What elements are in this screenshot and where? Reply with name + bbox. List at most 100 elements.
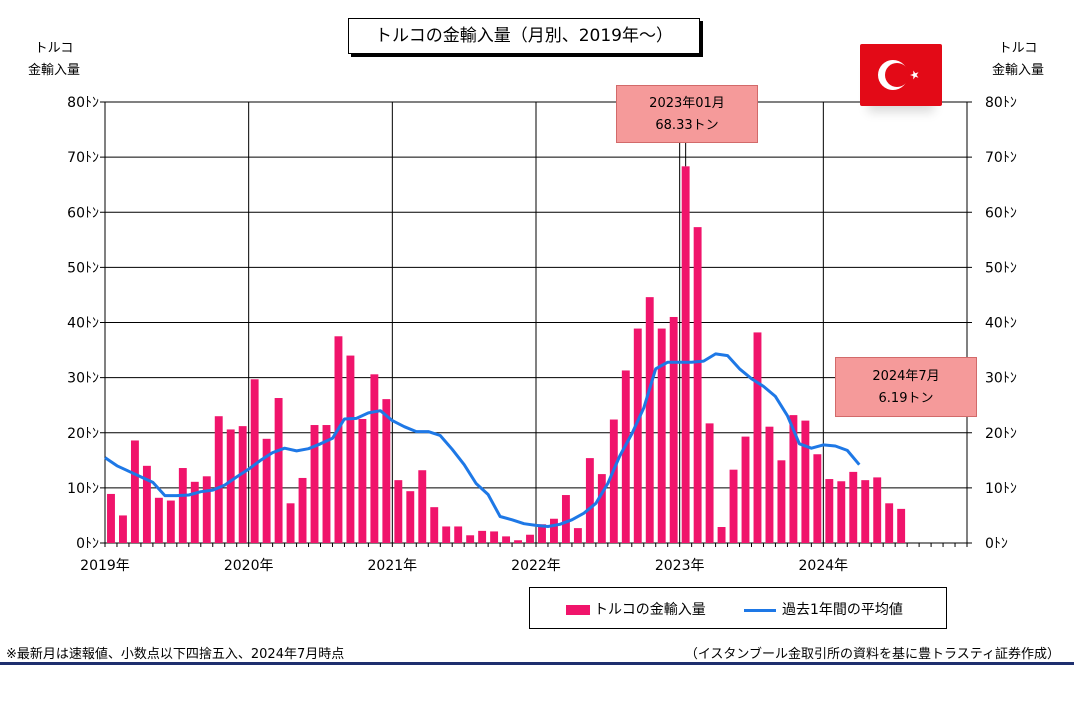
bar — [741, 436, 750, 543]
y-tick-label-right: 40ﾄﾝ — [985, 316, 1017, 332]
bar — [298, 477, 307, 543]
bar — [202, 476, 211, 543]
y-tick-label-right: 10ﾄﾝ — [985, 481, 1017, 497]
bar — [382, 399, 391, 543]
bar — [166, 500, 175, 543]
bar — [442, 526, 451, 543]
peak-callout: 2023年01月 68.33トン — [616, 85, 758, 143]
bar — [274, 398, 283, 543]
left-axis-label-line1: トルコ — [34, 41, 74, 56]
x-tick-label: 2023年 — [655, 558, 705, 574]
bar — [753, 332, 762, 543]
bar — [717, 527, 726, 543]
latest-callout-date: 2024年7月 — [872, 369, 940, 384]
y-tick-label-right: 50ﾄﾝ — [985, 260, 1017, 276]
average-line — [104, 352, 861, 528]
bar — [837, 481, 846, 543]
bottom-rule — [0, 662, 1074, 665]
bar — [190, 481, 199, 543]
y-tick-label-right: 30ﾄﾝ — [985, 371, 1017, 387]
bar — [885, 503, 894, 543]
bar — [310, 425, 319, 543]
y-tick-label-left: 50ﾄﾝ — [67, 260, 99, 276]
right-axis-label-line2: 金輸入量 — [991, 63, 1044, 78]
y-tick-label-right: 70ﾄﾝ — [985, 150, 1017, 166]
bar — [538, 524, 546, 543]
x-tick-label: 2020年 — [224, 558, 274, 574]
y-tick-label-left: 60ﾄﾝ — [67, 205, 99, 221]
bar — [250, 379, 259, 543]
right-axis-label: トルコ 金輸入量 — [986, 38, 1050, 82]
legend-bar-swatch — [566, 605, 590, 615]
bar — [430, 507, 439, 543]
bar — [502, 536, 511, 543]
right-axis-label-line1: トルコ — [998, 41, 1038, 56]
footnote-left: ※最新月は速報値、小数点以下四捨五入、2024年7月時点 — [6, 647, 345, 662]
bar — [226, 429, 235, 543]
latest-callout: 2024年7月 6.19トン — [835, 357, 977, 417]
y-tick-label-right: 80ﾄﾝ — [985, 95, 1017, 111]
y-tick-label-left: 30ﾄﾝ — [67, 371, 99, 387]
bar — [130, 440, 139, 543]
bar — [729, 469, 738, 543]
latest-callout-value: 6.19トン — [878, 391, 934, 406]
turkey-flag-icon — [860, 44, 942, 106]
bar — [526, 534, 534, 543]
y-tick-label-left: 70ﾄﾝ — [67, 150, 99, 166]
bar — [406, 491, 415, 543]
x-tick-label: 2021年 — [368, 558, 418, 574]
bar — [861, 480, 870, 543]
bar — [801, 420, 810, 543]
bar — [370, 374, 379, 543]
bar — [609, 419, 618, 543]
bar — [346, 355, 355, 543]
bar — [286, 503, 295, 543]
bar — [645, 297, 654, 543]
bar — [813, 454, 822, 543]
bar — [262, 438, 271, 543]
legend-bars-label: トルコの金輸入量 — [594, 602, 706, 618]
y-tick-label-left: 10ﾄﾝ — [67, 481, 99, 497]
bar — [573, 528, 582, 543]
x-tick-label: 2024年 — [799, 558, 849, 574]
bar — [789, 415, 798, 543]
bar — [777, 460, 786, 543]
bar — [214, 416, 223, 543]
bar — [561, 495, 570, 543]
x-tick-label: 2022年 — [511, 558, 561, 574]
bar — [394, 480, 403, 543]
y-tick-label-right: 60ﾄﾝ — [985, 205, 1017, 221]
legend-item-bars: トルコの金輸入量 — [566, 599, 706, 619]
bar — [466, 535, 475, 543]
bar — [657, 328, 666, 543]
x-tick-label: 2019年 — [80, 558, 130, 574]
bar — [119, 515, 127, 543]
bar — [238, 426, 247, 543]
y-tick-label-left: 0ﾄﾝ — [76, 536, 99, 552]
bar — [550, 518, 558, 543]
bar — [322, 425, 331, 543]
y-tick-label-left: 40ﾄﾝ — [67, 316, 99, 332]
bar — [418, 470, 427, 543]
legend-line-swatch — [744, 608, 776, 612]
legend-item-line: 過去1年間の平均値 — [744, 599, 903, 619]
bar — [705, 423, 714, 543]
bar — [478, 530, 487, 543]
left-axis-label: トルコ 金輸入量 — [22, 38, 86, 82]
y-tick-label-left: 80ﾄﾝ — [67, 95, 99, 111]
bar — [142, 465, 151, 543]
bar — [585, 458, 594, 543]
legend: トルコの金輸入量 過去1年間の平均値 — [529, 587, 947, 629]
bar — [597, 474, 606, 543]
bar — [107, 493, 115, 543]
bar — [514, 540, 522, 543]
bar — [897, 508, 906, 543]
y-tick-label-right: 0ﾄﾝ — [985, 536, 1008, 552]
bar — [178, 468, 187, 543]
bar — [765, 426, 774, 543]
bar — [693, 227, 702, 544]
bar — [621, 370, 630, 543]
left-axis-label-line2: 金輸入量 — [27, 63, 80, 78]
legend-line-label: 過去1年間の平均値 — [782, 602, 903, 618]
peak-callout-value: 68.33トン — [655, 118, 719, 133]
